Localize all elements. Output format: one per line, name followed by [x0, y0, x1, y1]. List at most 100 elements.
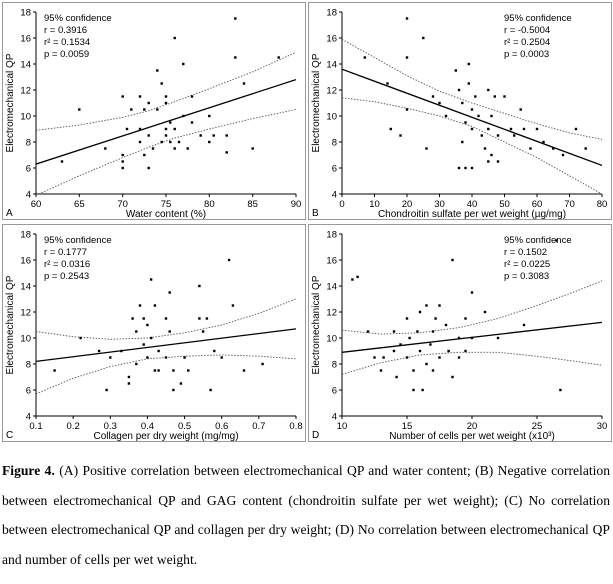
data-point [438, 101, 441, 105]
x-tick-label: 50 [499, 199, 510, 210]
data-point [157, 349, 160, 353]
x-axis-label: Number of cells per wet weight (x10³) [389, 431, 555, 442]
data-point [149, 278, 153, 281]
data-point [431, 330, 435, 333]
chart-panel-c: 0.1 0.2 0.3 0.4 0.5 0.6 0.7 0.8 4 6 8 10 12 14 16 18 Col… [2, 224, 306, 442]
x-tick-label: 70 [564, 199, 575, 210]
x-tick-label: 15 [402, 421, 413, 432]
data-point [405, 56, 409, 59]
data-point [496, 336, 500, 340]
data-point [503, 95, 506, 98]
data-point [177, 140, 181, 144]
stat-line: r = 0.3916 [44, 25, 87, 36]
y-tick-label: 8 [332, 360, 337, 371]
x-tick-label: 80 [597, 199, 608, 210]
x-tick-label: 75 [161, 199, 172, 210]
data-point [143, 108, 146, 111]
x-tick-label: 85 [247, 199, 258, 210]
data-point [138, 127, 142, 131]
panel-frame [2, 2, 306, 220]
y-tick-label: 10 [20, 112, 31, 123]
data-point [190, 121, 194, 124]
data-point [487, 160, 490, 163]
y-tick-label: 14 [326, 60, 337, 71]
data-point [457, 166, 461, 170]
y-tick-label: 10 [326, 334, 337, 345]
data-point [490, 114, 493, 118]
data-point [251, 147, 254, 150]
stat-line: p = 0.0059 [44, 49, 89, 60]
data-point [60, 160, 64, 163]
data-point [467, 62, 470, 66]
data-point [138, 140, 142, 144]
data-point [392, 330, 396, 333]
data-point [146, 356, 149, 359]
data-point [121, 166, 124, 170]
data-point [434, 317, 437, 320]
confidence-lower-curve [342, 97, 602, 194]
y-tick-label: 14 [20, 60, 31, 71]
data-point [120, 349, 123, 353]
panel-letter: B [312, 208, 319, 219]
data-point [164, 134, 168, 137]
data-point [457, 88, 461, 92]
regression-line [342, 68, 602, 167]
data-point [147, 134, 150, 137]
data-point [519, 108, 522, 111]
x-tick-label: 0.7 [252, 421, 265, 432]
data-point [121, 95, 124, 98]
data-point [164, 95, 168, 98]
data-point [470, 336, 474, 340]
data-point [474, 95, 477, 98]
confidence-lower-curve [342, 351, 602, 375]
data-point [542, 140, 545, 144]
data-point [227, 258, 231, 262]
x-tick-label: 30 [434, 199, 445, 210]
data-point [143, 153, 146, 157]
data-point [164, 101, 168, 105]
data-point [454, 69, 457, 72]
stat-line: r² = 0.2504 [504, 37, 550, 48]
data-point [168, 291, 171, 294]
data-point [130, 108, 133, 111]
y-tick-label: 14 [326, 282, 337, 293]
data-point [208, 140, 211, 144]
x-tick-label: 40 [467, 199, 478, 210]
x-tick-label: 0.1 [29, 421, 42, 432]
data-point [431, 95, 435, 98]
data-point [574, 127, 578, 131]
panel-frame [308, 224, 612, 442]
data-point [399, 343, 402, 346]
stat-line: r² = 0.0225 [504, 259, 550, 270]
data-point [416, 330, 419, 333]
data-point [529, 147, 532, 150]
data-point [483, 310, 487, 314]
data-point [480, 134, 483, 137]
data-point [513, 134, 516, 137]
x-tick-label: 0.6 [215, 421, 228, 432]
data-point [464, 166, 467, 170]
chart-panel-d: 10 15 20 25 30 4 6 8 10 12 14 16 18 Number of cells p… [308, 224, 612, 442]
y-tick-label: 8 [26, 138, 31, 149]
x-tick-label: 60 [31, 199, 42, 210]
data-point [379, 369, 383, 372]
data-point [213, 349, 216, 353]
data-point [198, 284, 201, 288]
data-point [151, 147, 155, 150]
data-point [121, 160, 124, 163]
x-tick-label: 65 [74, 199, 85, 210]
data-point [405, 317, 409, 320]
data-point [464, 317, 467, 320]
data-point [156, 69, 159, 72]
data-point [425, 362, 428, 366]
data-point [509, 127, 513, 131]
regression-line [36, 78, 296, 165]
y-tick-label: 12 [326, 86, 337, 97]
data-point [418, 310, 422, 314]
data-point [164, 317, 168, 320]
confidence-label: 95% confidence [44, 235, 112, 246]
data-point [470, 127, 474, 131]
data-point [190, 95, 194, 98]
data-point [431, 369, 435, 372]
